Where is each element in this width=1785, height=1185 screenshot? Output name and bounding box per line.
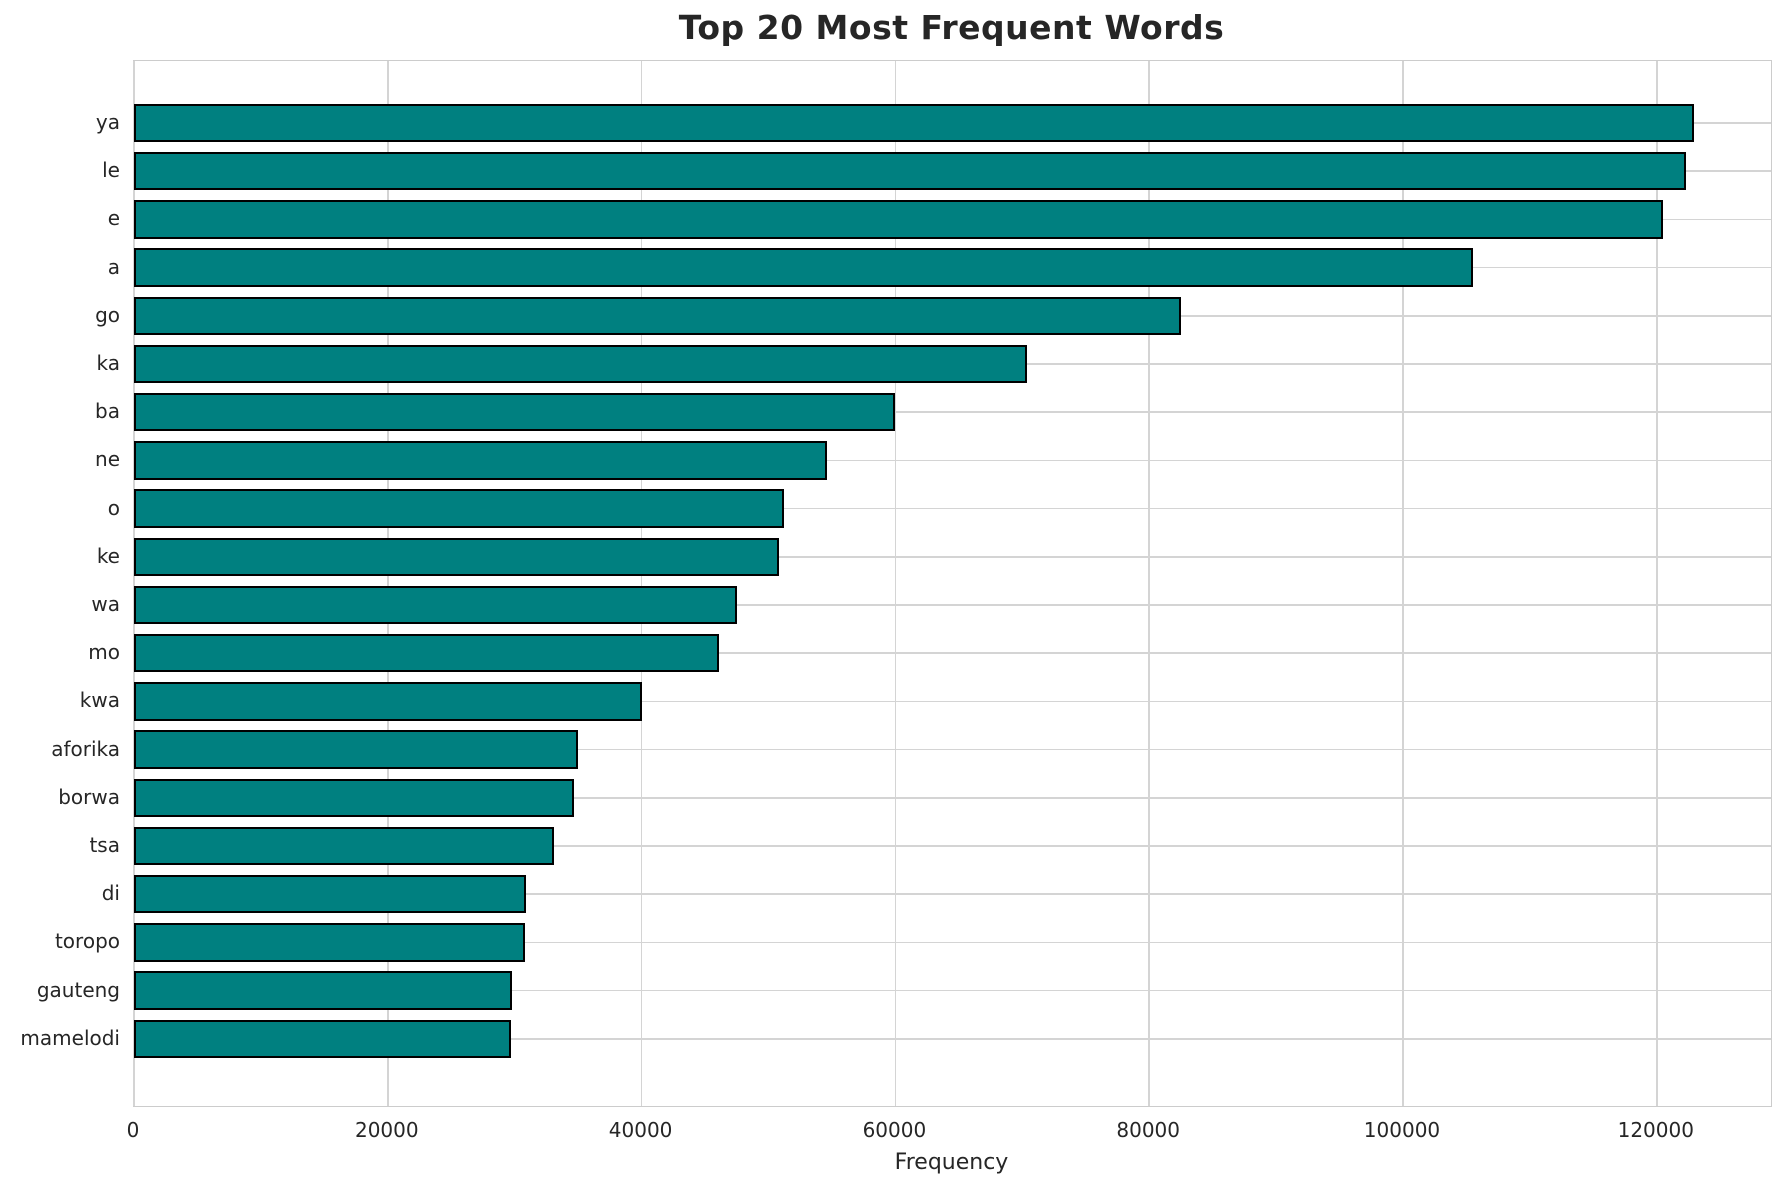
x-tick-label: 40000 bbox=[608, 1118, 673, 1142]
vertical-gridline bbox=[1148, 61, 1150, 1106]
bar-a bbox=[134, 248, 1473, 287]
vertical-gridline bbox=[1402, 61, 1404, 1106]
vertical-gridline bbox=[386, 61, 389, 1106]
y-tick-label-mo: mo bbox=[88, 640, 120, 665]
y-tick-label-ba: ba bbox=[95, 399, 120, 424]
bar-borwa bbox=[134, 778, 575, 818]
bar-ne bbox=[134, 441, 827, 480]
horizontal-gridline bbox=[134, 989, 1771, 992]
vertical-gridline bbox=[894, 61, 897, 1106]
x-tick-label: 80000 bbox=[1116, 1118, 1180, 1142]
bar-ya bbox=[134, 103, 1694, 143]
y-tick-label-aforika: aforika bbox=[51, 736, 120, 761]
y-tick-label-o: o bbox=[107, 495, 120, 520]
horizontal-gridline bbox=[134, 700, 1771, 703]
y-tick-label-le: le bbox=[102, 158, 120, 183]
y-tick-label-toropo: toropo bbox=[54, 929, 120, 954]
y-tick-label-kwa: kwa bbox=[79, 688, 120, 713]
bar-mamelodi bbox=[134, 1019, 511, 1059]
y-tick-label-ya: ya bbox=[95, 110, 120, 134]
bar-ka bbox=[134, 344, 1028, 384]
bar-wa bbox=[134, 585, 737, 625]
horizontal-gridline bbox=[134, 459, 1771, 462]
bar-di bbox=[134, 874, 527, 914]
horizontal-gridline bbox=[134, 411, 1771, 413]
bar-go bbox=[134, 296, 1181, 336]
bar-gauteng bbox=[134, 971, 513, 1010]
bar-ba bbox=[134, 392, 896, 432]
horizontal-gridline bbox=[134, 1038, 1771, 1040]
x-tick-label: 120000 bbox=[1617, 1118, 1694, 1142]
bar-e bbox=[134, 200, 1664, 239]
chart-title: Top 20 Most Frequent Words bbox=[678, 8, 1225, 47]
y-tick-label-gauteng: gauteng bbox=[36, 977, 120, 1002]
y-tick-label-wa: wa bbox=[91, 592, 120, 616]
bar-toropo bbox=[134, 923, 525, 962]
horizontal-gridline bbox=[134, 845, 1771, 847]
bar-le bbox=[134, 151, 1686, 191]
vertical-gridline bbox=[1655, 61, 1658, 1106]
y-tick-label-a: a bbox=[107, 254, 120, 279]
bar-kwa bbox=[134, 682, 642, 721]
horizontal-gridline bbox=[134, 893, 1771, 895]
x-tick-label: 0 bbox=[126, 1118, 140, 1142]
horizontal-gridline bbox=[134, 556, 1771, 558]
bar-mo bbox=[134, 633, 719, 673]
bar-o bbox=[134, 489, 784, 528]
y-tick-label-ne: ne bbox=[95, 447, 120, 472]
horizontal-gridline bbox=[134, 652, 1771, 654]
y-tick-label-go: go bbox=[95, 302, 120, 327]
horizontal-gridline bbox=[134, 604, 1771, 606]
vertical-gridline bbox=[133, 61, 135, 1106]
vertical-gridline bbox=[640, 61, 643, 1106]
y-tick-label-mamelodi: mamelodi bbox=[20, 1025, 120, 1050]
x-tick-label: 100000 bbox=[1363, 1118, 1441, 1142]
x-axis-title: Frequency bbox=[894, 1150, 1009, 1175]
y-tick-label-di: di bbox=[101, 881, 120, 906]
plot-area bbox=[133, 60, 1772, 1107]
y-tick-label-tsa: tsa bbox=[89, 833, 120, 857]
bar-aforika bbox=[134, 730, 579, 769]
y-tick-label-borwa: borwa bbox=[58, 784, 120, 809]
horizontal-gridline bbox=[134, 797, 1771, 799]
y-tick-label-ke: ke bbox=[96, 543, 120, 568]
horizontal-gridline bbox=[134, 748, 1771, 751]
y-tick-label-e: e bbox=[107, 206, 120, 231]
bar-ke bbox=[134, 537, 779, 577]
x-tick-label: 60000 bbox=[862, 1118, 927, 1142]
y-tick-label-ka: ka bbox=[96, 351, 121, 375]
bar-tsa bbox=[134, 826, 555, 866]
horizontal-gridline bbox=[134, 941, 1771, 944]
x-tick-label: 20000 bbox=[354, 1118, 419, 1142]
horizontal-gridline bbox=[134, 507, 1771, 510]
